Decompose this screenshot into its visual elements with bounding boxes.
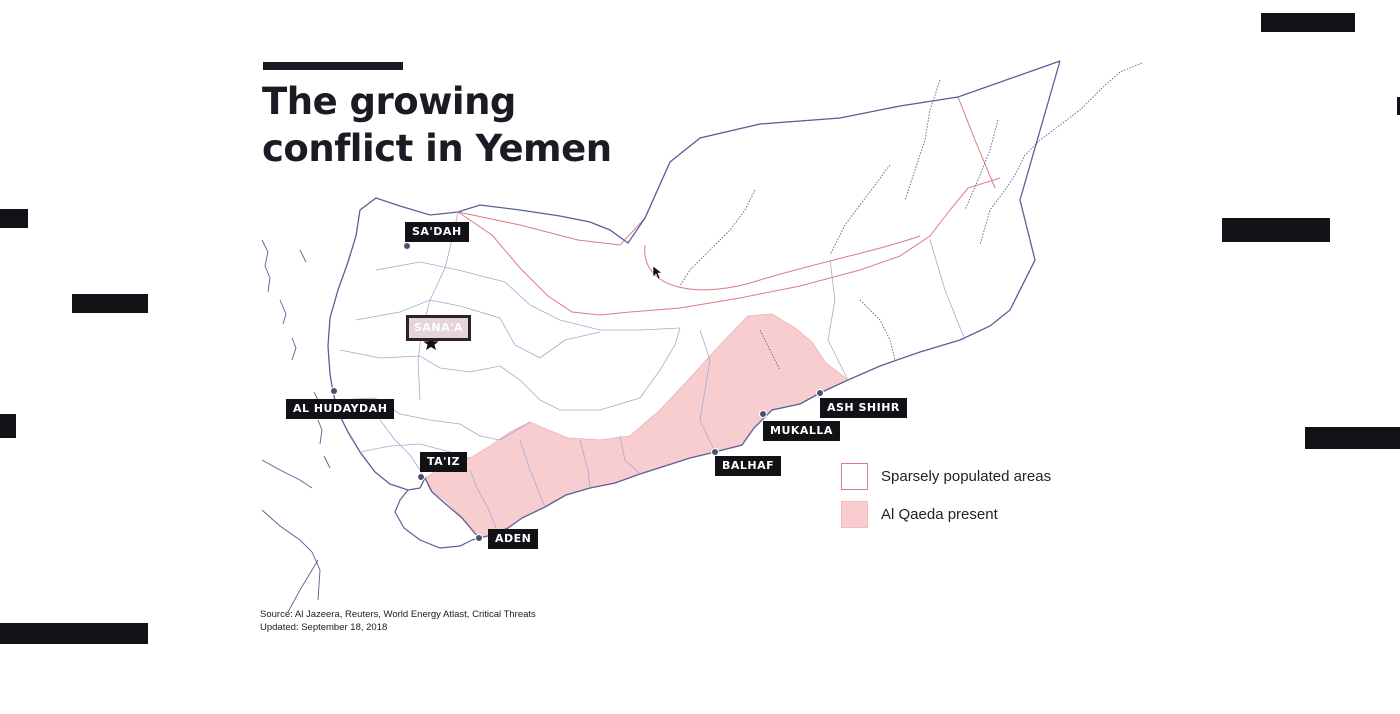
glitch-bar <box>1397 97 1400 115</box>
city-label-balhaf: BALHAF <box>715 456 782 476</box>
legend-label-sparse: Sparsely populated areas <box>881 468 1052 485</box>
city-dot-al-hudaydah <box>330 387 338 395</box>
city-dot-balhaf <box>711 448 719 456</box>
legend-item-sparse: Sparsely populated areas <box>841 463 1051 490</box>
title-line-2: conflict in Yemen <box>262 127 612 170</box>
sparse-region-outline <box>457 96 1001 316</box>
glitch-bar <box>1305 427 1400 449</box>
city-label-mukalla: MUKALLA <box>763 421 840 441</box>
capital-star-icon <box>423 336 439 350</box>
page-title: The growing conflict in Yemen <box>262 78 622 172</box>
city-label-al-hudaydah: AL HUDAYDAH <box>286 399 395 419</box>
glitch-bar <box>0 209 28 228</box>
coast-aden <box>394 489 480 549</box>
glitch-bar <box>0 414 16 438</box>
city-label-sadah: SA'DAH <box>405 222 469 242</box>
city-dot-mukalla <box>759 410 767 418</box>
glitch-bar <box>0 623 148 644</box>
source-note: Source: Al Jazeera, Reuters, World Energ… <box>260 609 536 634</box>
glitch-bar <box>1261 13 1355 32</box>
legend-swatch-al-qaeda <box>841 501 868 528</box>
glitch-bar <box>1222 218 1330 242</box>
capital-label-sanaa: SANA'A <box>406 315 472 341</box>
source-line: Source: Al Jazeera, Reuters, World Energ… <box>260 609 536 620</box>
city-label-taiz: TA'IZ <box>420 452 468 472</box>
title-rule <box>263 62 403 70</box>
city-dot-sadah <box>403 242 411 250</box>
city-label-aden: ADEN <box>488 529 539 549</box>
red-sea-islands <box>261 239 331 613</box>
city-label-ash-shihr: ASH SHIHR <box>820 398 907 418</box>
title-line-1: The growing <box>262 80 516 123</box>
city-dot-ash-shihr <box>816 389 824 397</box>
legend-item-al-qaeda: Al Qaeda present <box>841 501 998 528</box>
city-dot-aden <box>475 534 483 542</box>
glitch-bar <box>72 294 148 313</box>
wadis <box>679 62 1143 371</box>
city-dot-taiz <box>417 473 425 481</box>
legend-label-al-qaeda: Al Qaeda present <box>881 506 998 523</box>
updated-line: Updated: September 18, 2018 <box>260 621 388 633</box>
legend-swatch-sparse <box>841 463 868 490</box>
city-markers <box>330 242 824 542</box>
mouse-cursor-icon <box>652 265 663 280</box>
country-border <box>327 60 1061 539</box>
